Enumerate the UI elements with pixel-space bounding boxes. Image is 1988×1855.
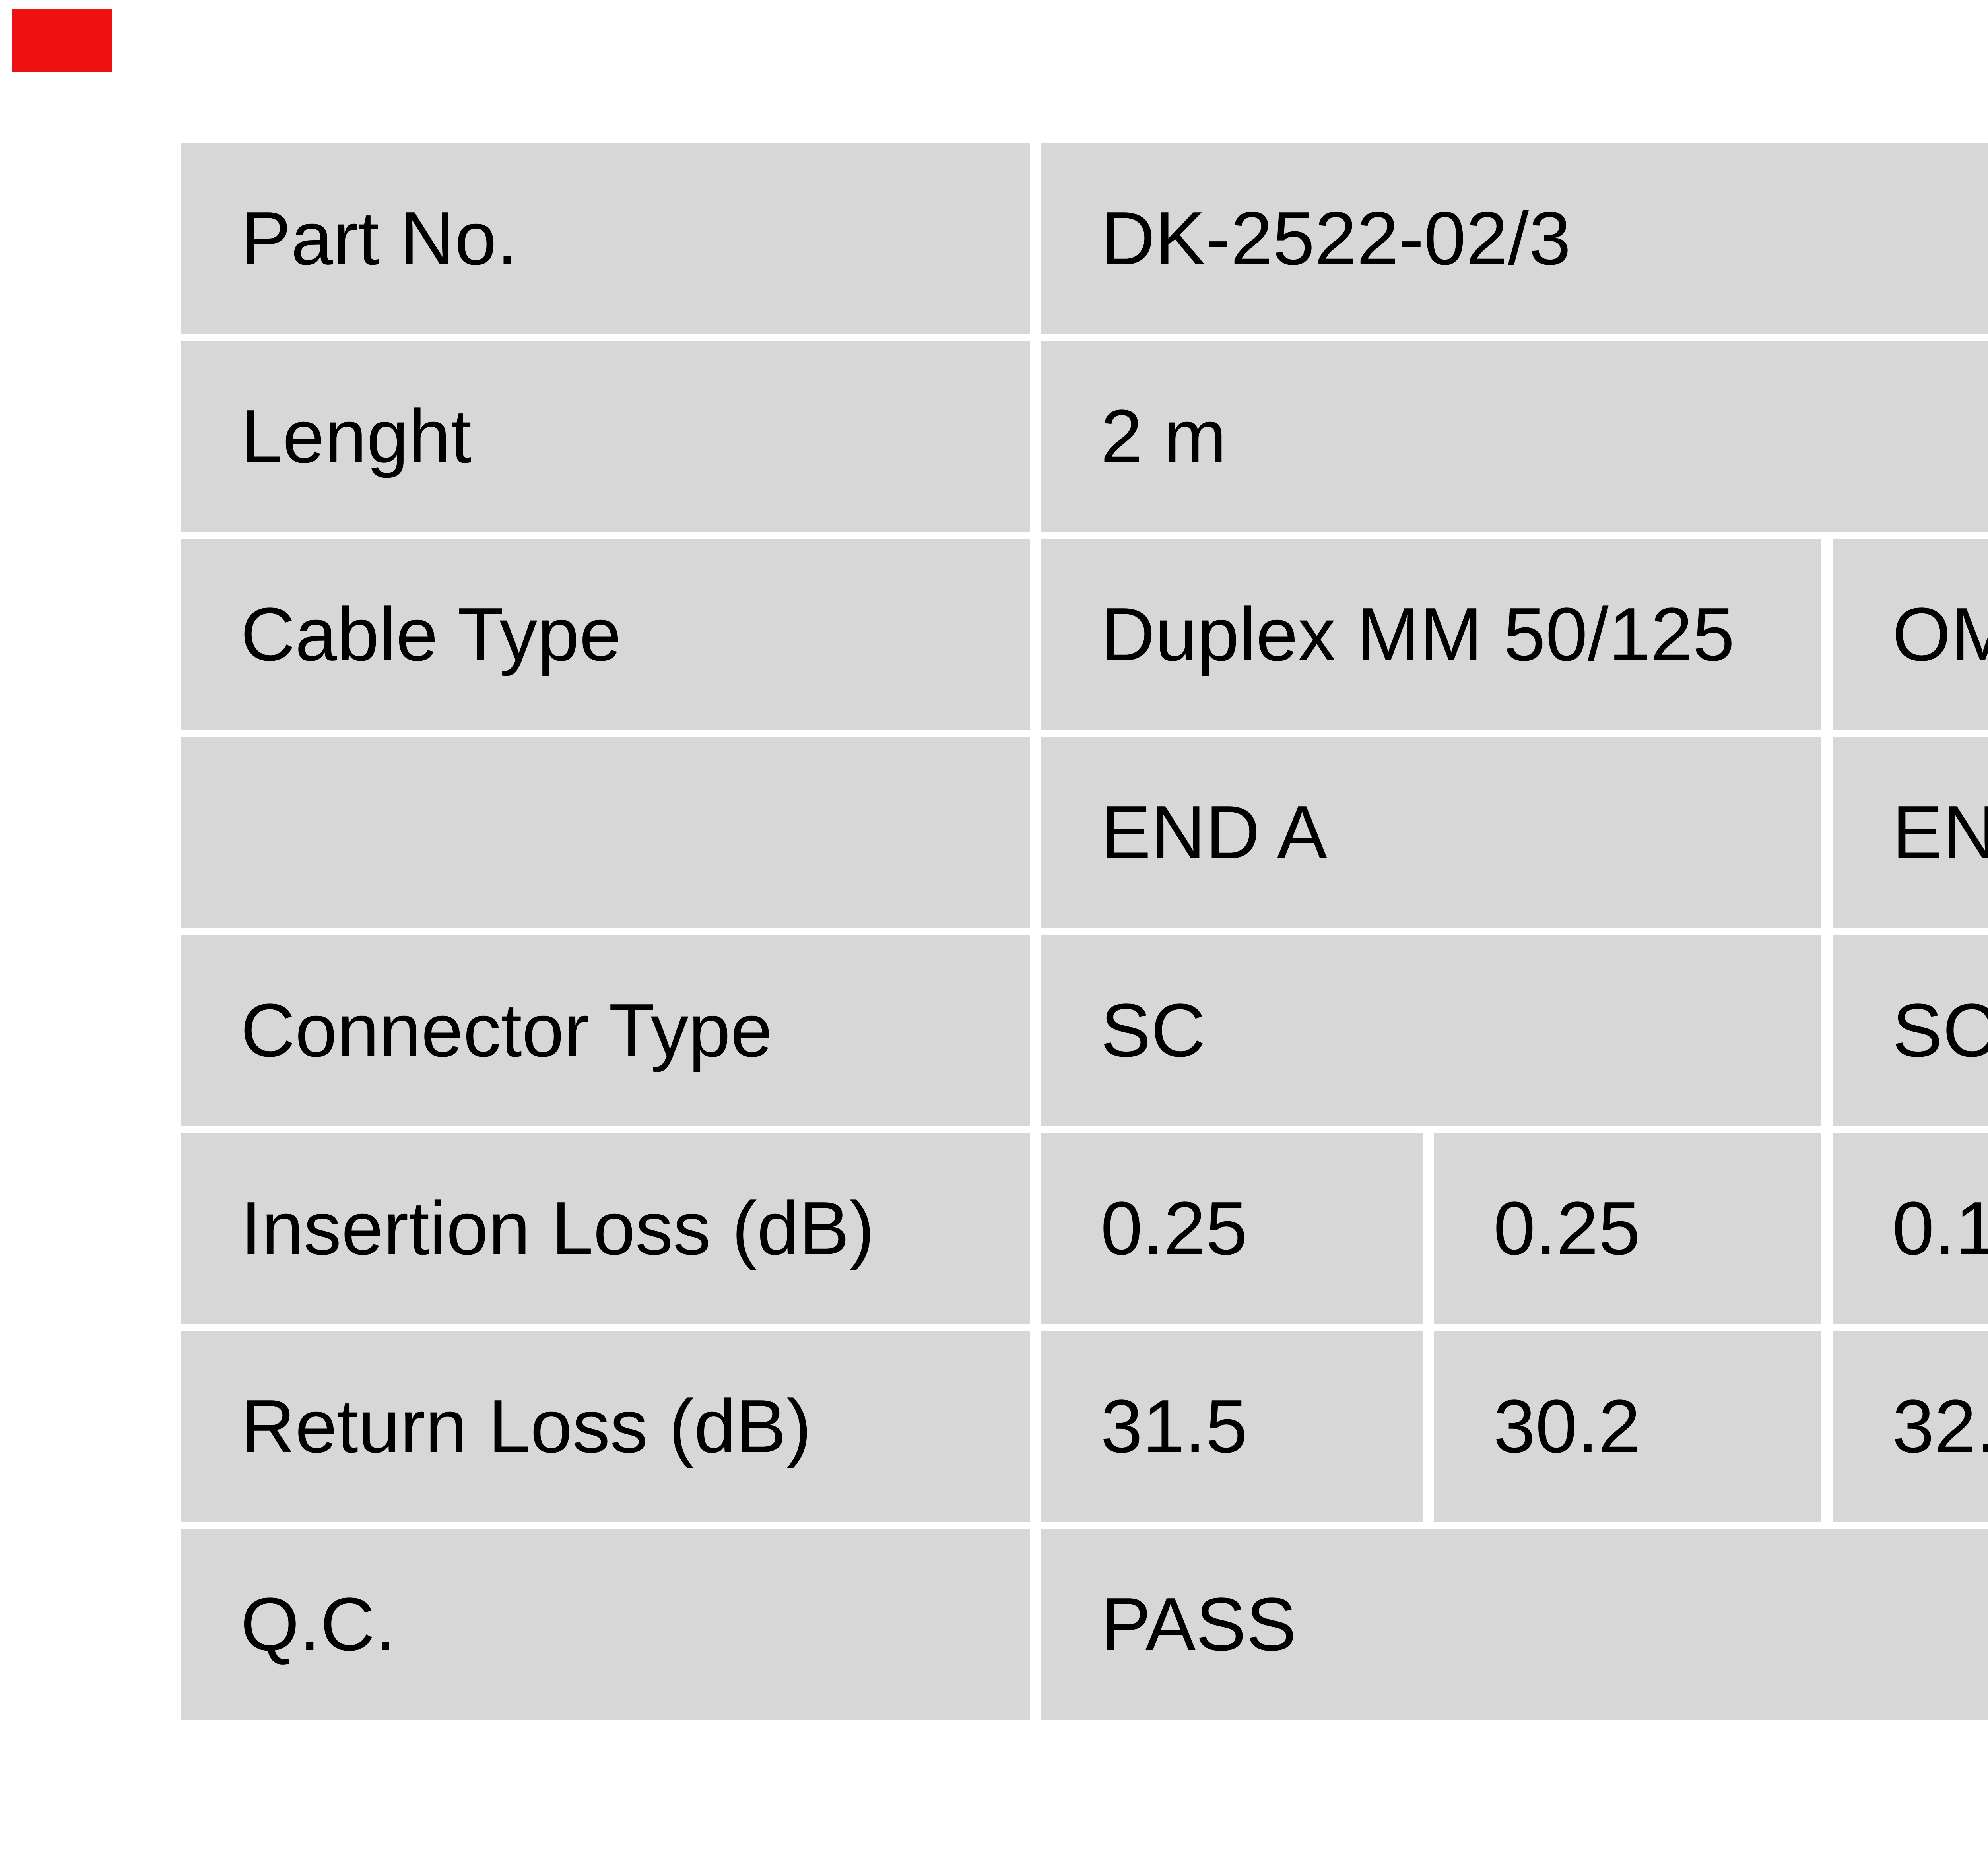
connector-type-label: Connector Type xyxy=(181,935,1030,1126)
qc-spec-table: Part No. DK-2522-02/3 Lenght 2 m Cable T… xyxy=(181,143,1988,1720)
return-loss-end-a-2: 30.2 xyxy=(1434,1331,1821,1522)
part-no-label: Part No. xyxy=(181,143,1030,334)
insertion-loss-end-a-1: 0.25 xyxy=(1041,1133,1423,1324)
end-b-header: END B xyxy=(1833,737,1988,928)
insertion-loss-end-a-2: 0.25 xyxy=(1434,1133,1821,1324)
cable-type-value-a: Duplex MM 50/125 xyxy=(1041,539,1821,730)
cable-type-value-b: OM3 LSZH xyxy=(1833,539,1988,730)
return-loss-label: Return Loss (dB) xyxy=(181,1331,1030,1522)
length-label: Lenght xyxy=(181,341,1030,532)
end-a-header: END A xyxy=(1041,737,1821,928)
return-loss-end-b-1: 32.7 xyxy=(1833,1331,1988,1522)
qc-result: PASS xyxy=(1041,1529,1988,1720)
return-loss-end-a-1: 31.5 xyxy=(1041,1331,1423,1522)
insertion-loss-end-b-1: 0.12 xyxy=(1833,1133,1988,1324)
qc-label: Q.C. xyxy=(181,1529,1030,1720)
cable-type-label: Cable Type xyxy=(181,539,1030,730)
insertion-loss-label: Insertion Loss (dB) xyxy=(181,1133,1030,1324)
length-value: 2 m xyxy=(1041,341,1988,532)
part-no-value: DK-2522-02/3 xyxy=(1041,143,1988,334)
red-corner-mark xyxy=(12,9,112,72)
end-header-spacer xyxy=(181,737,1030,928)
connector-type-end-b: SC xyxy=(1833,935,1988,1126)
connector-type-end-a: SC xyxy=(1041,935,1821,1126)
